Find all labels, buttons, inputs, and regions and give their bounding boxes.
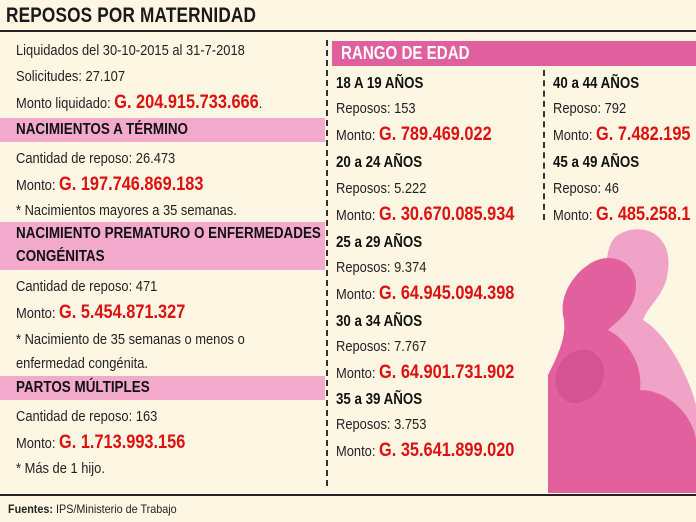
age-range-header: 20 a 24 AÑOS	[336, 154, 423, 171]
solicitudes-text: Solicitudes: 27.107	[16, 68, 126, 85]
monto-value: G. 1.713.993.156	[59, 432, 186, 453]
monto-label: Monto:	[336, 127, 380, 144]
monto-value: G. 7.482.195	[596, 124, 691, 145]
age-monto-row: Monto: G. 789.469.022	[336, 124, 492, 146]
section-header-nacimientos-termino: NACIMIENTOS A TÉRMINO	[16, 121, 188, 138]
reposos-text: Reposos: 153	[336, 100, 416, 117]
sources-label: Fuentes:	[8, 502, 54, 516]
monto-value: G. 30.670.085.934	[379, 204, 515, 225]
monto-value: G. 5.454.871.327	[59, 302, 186, 323]
monto-liquidado-end: .	[258, 95, 263, 112]
monto-label: Monto:	[16, 177, 60, 194]
monto-row: Monto: G. 5.454.871.327	[16, 302, 185, 324]
monto-label: Monto:	[16, 305, 60, 322]
age-range-header: 45 a 49 AÑOS	[553, 154, 640, 171]
top-divider	[0, 30, 696, 32]
monto-value: G. 35.641.899.020	[379, 440, 515, 461]
reposos-text: Reposos: 7.767	[336, 338, 427, 355]
monto-label: Monto:	[553, 127, 597, 144]
age-range-header: 30 a 34 AÑOS	[336, 313, 423, 330]
liquidados-text: Liquidados del 30-10-2015 al 31-7-2018	[16, 42, 245, 59]
age-range-header: 25 a 29 AÑOS	[336, 234, 423, 251]
monto-value: G. 485.258.1	[596, 204, 691, 225]
rango-header: RANGO DE EDAD	[341, 43, 470, 63]
bottom-divider	[0, 494, 696, 496]
section-header-bar	[0, 376, 325, 400]
reposos-text: Reposos: 9.374	[336, 259, 427, 276]
reposos-text: Reposo: 792	[553, 100, 627, 117]
age-range-header: 40 a 44 AÑOS	[553, 75, 640, 92]
sources-text: IPS/Ministerio de Trabajo	[53, 502, 177, 516]
monto-label: Monto:	[336, 443, 380, 460]
age-column-divider	[543, 70, 545, 220]
pregnant-woman-icon	[548, 229, 696, 493]
monto-value: G. 64.945.094.398	[379, 283, 515, 304]
monto-liquidado-label: Monto liquidado:	[16, 95, 115, 112]
monto-liquidado: Monto liquidado: G. 204.915.733.666.	[16, 92, 262, 114]
cantidad-reposo: Cantidad de reposo: 26.473	[16, 150, 176, 167]
column-divider	[326, 40, 328, 486]
rango-header-bar	[332, 41, 696, 66]
age-monto-row: Monto: G. 64.945.094.398	[336, 283, 514, 305]
page-title: REPOSOS POR MATERNIDAD	[6, 4, 257, 27]
note-text-cont: enfermedad congénita.	[16, 355, 148, 372]
monto-label: Monto:	[16, 435, 60, 452]
monto-label: Monto:	[553, 207, 597, 224]
sources-footer: Fuentes: IPS/Ministerio de Trabajo	[8, 502, 177, 516]
note-text: * Más de 1 hijo.	[16, 460, 105, 477]
monto-row: Monto: G. 1.713.993.156	[16, 432, 185, 454]
section-header-prematuro-line1: NACIMIENTO PREMATURO O ENFERMEDADES	[16, 225, 321, 242]
section-header-partos-multiples: PARTOS MÚLTIPLES	[16, 379, 150, 396]
age-monto-row: Monto: G. 30.670.085.934	[336, 204, 514, 226]
monto-value: G. 789.469.022	[379, 124, 492, 145]
monto-value: G. 64.901.731.902	[379, 362, 515, 383]
age-monto-row: Monto: G. 35.641.899.020	[336, 440, 514, 462]
section-header-bar	[0, 222, 325, 270]
note-text: * Nacimientos mayores a 35 semanas.	[16, 202, 237, 219]
monto-liquidado-value: G. 204.915.733.666	[114, 92, 259, 113]
reposos-text: Reposo: 46	[553, 180, 619, 197]
monto-label: Monto:	[336, 286, 380, 303]
age-monto-row: Monto: G. 7.482.195	[553, 124, 691, 146]
monto-label: Monto:	[336, 207, 380, 224]
cantidad-reposo: Cantidad de reposo: 471	[16, 278, 158, 295]
age-range-header: 18 A 19 AÑOS	[336, 75, 424, 92]
monto-row: Monto: G. 197.746.869.183	[16, 174, 203, 196]
section-header-bar	[0, 118, 325, 142]
age-monto-row: Monto: G. 485.258.1	[553, 204, 691, 226]
reposos-text: Reposos: 5.222	[336, 180, 427, 197]
age-monto-row: Monto: G. 64.901.731.902	[336, 362, 514, 384]
monto-value: G. 197.746.869.183	[59, 174, 204, 195]
age-range-header: 35 a 39 AÑOS	[336, 391, 423, 408]
section-header-prematuro-line2: CONGÉNITAS	[16, 248, 105, 265]
monto-label: Monto:	[336, 365, 380, 382]
cantidad-reposo: Cantidad de reposo: 163	[16, 408, 158, 425]
note-text: * Nacimiento de 35 semanas o menos o	[16, 331, 245, 348]
reposos-text: Reposos: 3.753	[336, 416, 427, 433]
